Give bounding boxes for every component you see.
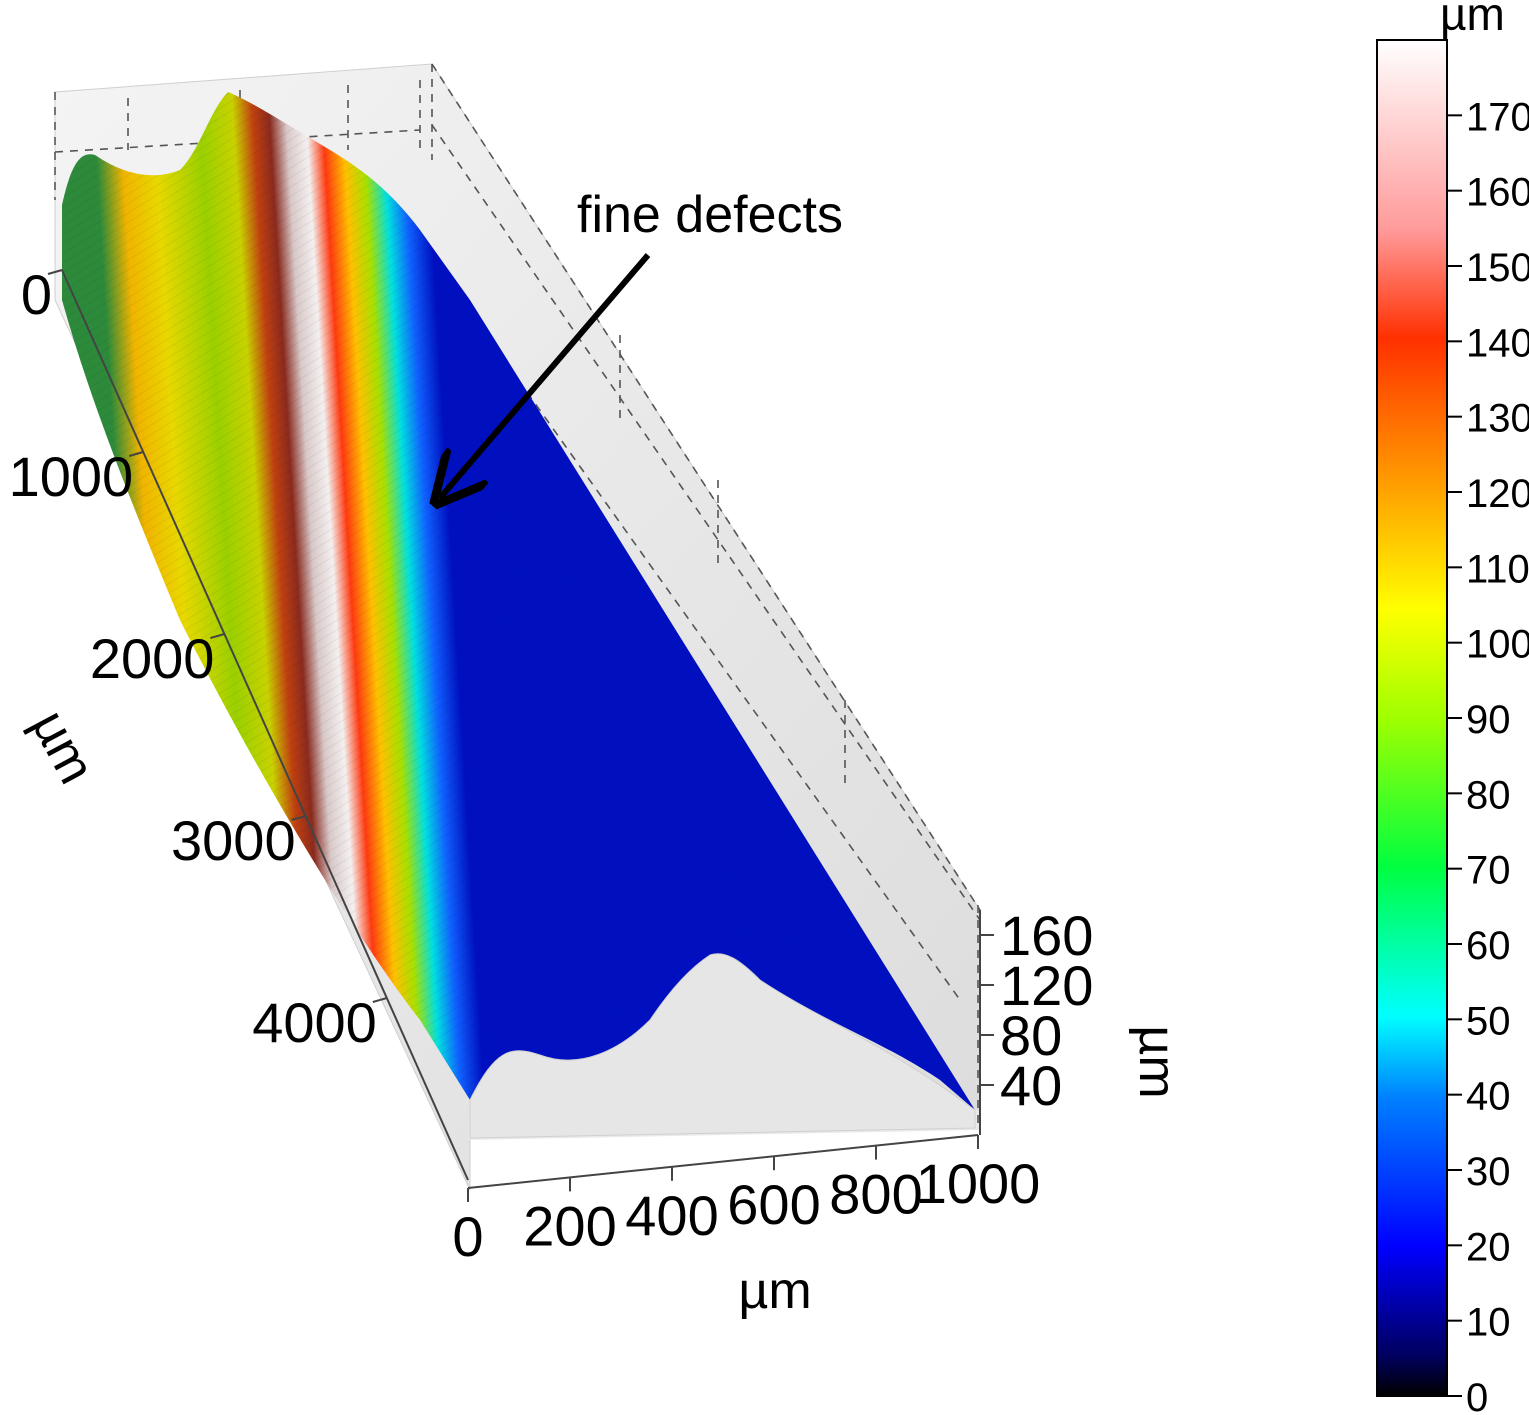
colorbar-tick-label: 60 — [1466, 924, 1511, 968]
colorbar-tick-label: 120 — [1466, 472, 1529, 516]
colorbar-tick-label: 170 — [1466, 95, 1529, 139]
colorbar-tick-label: 150 — [1466, 246, 1529, 290]
z-tick-label: 40 — [1000, 1054, 1062, 1117]
y-axis-label: µm — [20, 701, 106, 793]
annotation-arrow — [440, 253, 651, 498]
x-tick-label: 0 — [452, 1205, 483, 1268]
y-tick-mark — [291, 815, 306, 821]
colorbar-tick-label: 130 — [1466, 397, 1529, 441]
x-tick-label: 1000 — [916, 1152, 1041, 1215]
z-tick-label: 80 — [1000, 1004, 1062, 1067]
y-tick-label: 1000 — [9, 445, 134, 508]
x-tick-label: 200 — [523, 1194, 616, 1257]
y-tick-label: 2000 — [90, 627, 215, 690]
box-axes — [61, 269, 981, 1189]
colorbar-tick-label: 100 — [1466, 623, 1529, 667]
colorbar-tick-label: 40 — [1466, 1075, 1511, 1119]
colorbar-tick-label: 10 — [1466, 1301, 1511, 1345]
y-tick-label: 3000 — [171, 809, 296, 872]
annotation-text: fine defects — [577, 186, 843, 244]
colorbar-ticks: 0 10 20 30 40 50 60 70 80 90 100 110 120 130 140 150 160… — [1447, 95, 1529, 1415]
y-tick-mark — [210, 633, 225, 639]
colorbar — [1376, 39, 1448, 1397]
colorbar-tick-label: 160 — [1466, 171, 1529, 215]
y-tick-label: 0 — [21, 263, 52, 326]
x-tick-label: 600 — [727, 1173, 820, 1236]
y-tick-mark — [372, 997, 388, 1003]
z-tick-label: 120 — [1000, 954, 1093, 1017]
y-tick-mark — [47, 269, 63, 275]
y-axis-ticks: 0 1000 2000 3000 4000 — [9, 263, 388, 1054]
z-tick-label: 160 — [1000, 904, 1093, 967]
colorbar-tick-label: 30 — [1466, 1150, 1511, 1194]
surface — [62, 92, 976, 1139]
surface-front-section — [469, 953, 976, 1139]
surface-texture — [62, 92, 975, 1110]
colorbar-tick-label: 50 — [1466, 999, 1511, 1043]
y-tick-label: 4000 — [252, 991, 377, 1054]
y-tick-mark — [128, 451, 144, 457]
colorbar-tick-label: 20 — [1466, 1225, 1511, 1269]
colorbar-tick-label: 110 — [1466, 547, 1529, 591]
colorbar-tick-label: 70 — [1466, 849, 1511, 893]
colorbar-tick-label: 90 — [1466, 698, 1511, 742]
x-axis-label: µm — [738, 1262, 811, 1320]
colorbar-tick-label: 140 — [1466, 321, 1529, 365]
x-tick-label: 800 — [829, 1163, 922, 1226]
x-tick-label: 400 — [625, 1184, 718, 1247]
colorbar-unit-label: µm — [1440, 0, 1505, 40]
z-axis-label: µm — [1128, 1025, 1186, 1098]
colorbar-tick-label: 80 — [1466, 773, 1511, 817]
colorbar-tick-label: 0 — [1466, 1376, 1488, 1415]
